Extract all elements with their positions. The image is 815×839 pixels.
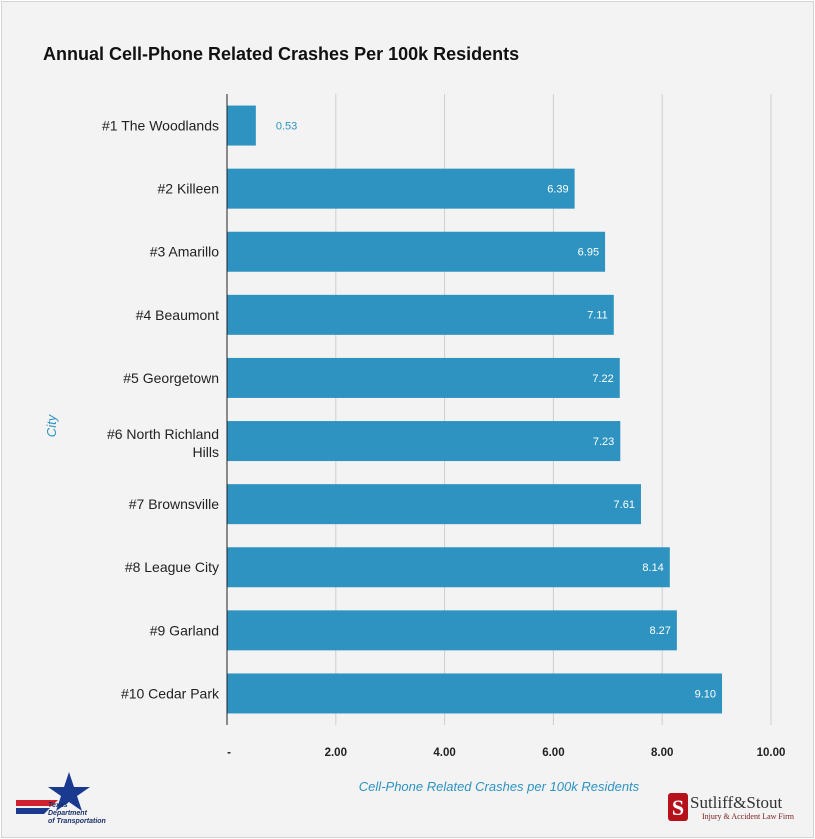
bar <box>227 484 641 525</box>
value-label: 6.39 <box>547 184 568 196</box>
value-label: 0.53 <box>276 120 297 132</box>
txdot-logo-text: Texas Department of Transportation <box>48 802 106 826</box>
txdot-line-3: of Transportation <box>48 818 106 825</box>
x-tick-label: - <box>227 747 231 759</box>
bar <box>227 105 256 146</box>
bar <box>227 168 575 209</box>
category-label: #9 Garland <box>150 622 219 638</box>
category-label: #6 North Richland Hills <box>107 426 219 460</box>
star-icon <box>48 772 90 811</box>
x-tick-label: 2.00 <box>325 747 347 759</box>
category-label: #8 League City <box>125 559 219 575</box>
value-label: 6.95 <box>578 247 599 259</box>
value-label: 7.11 <box>587 310 608 322</box>
category-labels: #1 The Woodlands #2 Killeen #3 Amarillo #4 … <box>102 117 220 701</box>
y-axis-title: City <box>44 413 59 437</box>
svg-text:S: S <box>672 795 684 820</box>
bar <box>227 231 606 272</box>
x-tick-label: 10.00 <box>757 747 786 759</box>
value-label: 7.22 <box>592 373 613 385</box>
value-label: 8.14 <box>642 562 663 574</box>
category-label: #2 Killeen <box>158 181 220 197</box>
bar <box>227 673 723 714</box>
txdot-line-1: Texas <box>48 802 68 809</box>
s-badge-icon <box>668 793 688 821</box>
bars <box>227 105 723 714</box>
bar <box>227 294 614 335</box>
category-label: #7 Brownsville <box>129 496 219 512</box>
value-label: 7.61 <box>614 499 635 511</box>
txdot-logo <box>16 772 90 814</box>
sutliff-stout-name: Sutliff&Stout <box>690 793 783 812</box>
category-label: #4 Beaumont <box>136 307 219 323</box>
chart-title: Annual Cell-Phone Related Crashes Per 10… <box>43 44 520 64</box>
bar <box>227 547 670 588</box>
x-tick-label: 4.00 <box>433 747 455 759</box>
sutliff-stout-logo: S <box>668 793 688 821</box>
x-tick-labels: - 2.00 4.00 6.00 8.00 10.00 <box>227 747 785 759</box>
value-label: 9.10 <box>695 688 716 700</box>
x-tick-label: 8.00 <box>651 747 673 759</box>
x-axis-title: Cell-Phone Related Crashes per 100k Resi… <box>359 779 640 794</box>
txdot-line-2: Department <box>48 810 87 817</box>
x-tick-label: 6.00 <box>542 747 564 759</box>
bar <box>227 421 621 462</box>
bar <box>227 610 677 651</box>
category-label: #5 Georgetown <box>123 370 219 386</box>
value-label: 7.23 <box>593 436 614 448</box>
category-label: #10 Cedar Park <box>121 685 220 701</box>
bar <box>227 357 620 398</box>
category-label: #3 Amarillo <box>150 244 219 260</box>
value-label: 8.27 <box>649 625 670 637</box>
value-labels: 0.53 6.39 6.95 7.11 7.22 7.23 7.61 8.14 8.27 9.10 <box>276 120 716 700</box>
sutliff-stout-subtitle: Injury & Accident Law Firm <box>702 812 794 821</box>
category-label: #1 The Woodlands <box>102 117 219 133</box>
